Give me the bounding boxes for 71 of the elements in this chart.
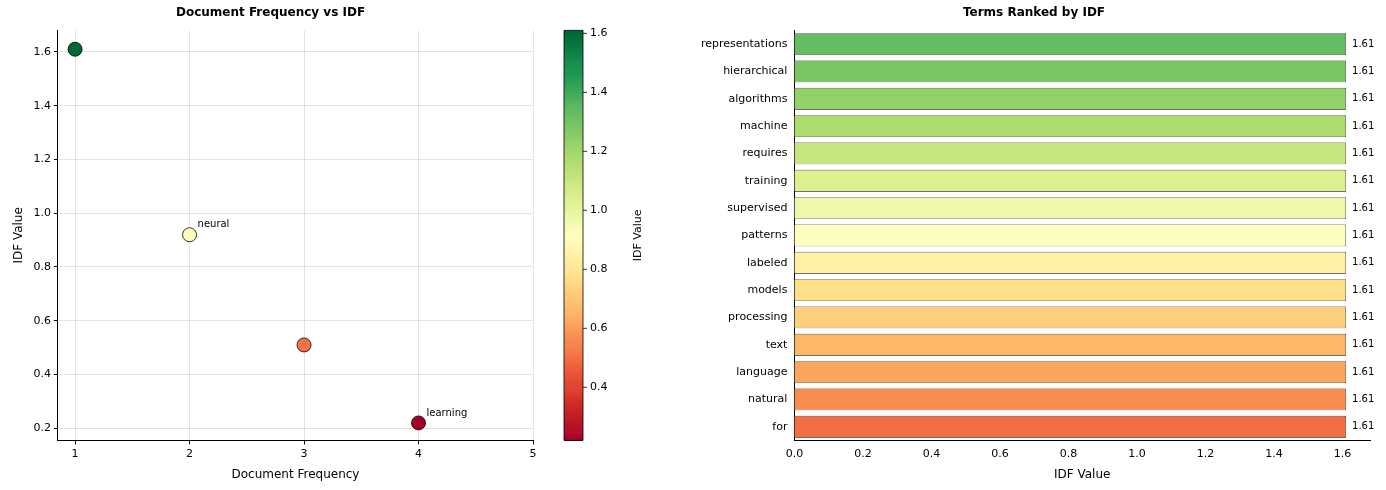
color-bar-label: 0.8	[590, 262, 608, 276]
y-tick-label: labeled	[747, 255, 788, 269]
x-tick-label: 4	[415, 446, 423, 460]
color-bar-label: 1.2	[590, 144, 608, 158]
x-tick-label: 1.0	[1128, 446, 1146, 460]
data-label: 1.61	[1352, 310, 1375, 322]
y-tick-label: supervised	[727, 200, 788, 214]
x-axis-title: Document Frequency	[231, 466, 360, 481]
y-tick-label: for	[772, 419, 788, 433]
y-tick-label: text	[765, 337, 789, 351]
x-tick-label: 0.8	[1059, 446, 1078, 460]
color-bar-label: 0.6	[590, 321, 608, 335]
x-tick-label: 2	[186, 446, 194, 460]
y-tick-label: processing	[728, 310, 788, 324]
point	[411, 415, 426, 431]
x-tick-label: 0.2	[854, 446, 872, 460]
data-label: 1.61	[1352, 392, 1375, 404]
x-tick-label: 1	[71, 446, 79, 460]
y-tick-label: requires	[742, 146, 788, 160]
y-axis-title: IDF Value	[11, 207, 26, 264]
y-tick-label: 1.6	[33, 44, 51, 58]
color-bar-label: 1.0	[590, 203, 608, 217]
y-tick-label: 0.2	[33, 421, 51, 435]
data-label: 1.61	[1352, 283, 1375, 295]
data-label: 1.61	[1352, 174, 1375, 186]
y-tick-label: training	[744, 173, 788, 187]
x-tick-label: 1.4	[1265, 446, 1283, 460]
y-tick-label: 1.2	[33, 152, 51, 166]
color-bar-label: 1.4	[590, 85, 608, 99]
x-tick-label: 1.6	[1333, 446, 1352, 460]
y-tick-label: 0.4	[33, 367, 51, 381]
y-tick-label: algorithms	[728, 91, 788, 105]
data-label: 1.61	[1352, 37, 1375, 49]
y-tick-label: 0.8	[33, 259, 51, 273]
color-bar-title: IDF Value	[630, 209, 644, 262]
color-bar-label: 1.6	[590, 26, 608, 40]
chart-title: Document Frequency vs IDF	[175, 5, 366, 20]
x-tick-label: 0.4	[922, 446, 941, 460]
x-tick-label: 3	[300, 446, 308, 460]
y-tick-label: language	[736, 364, 788, 378]
y-tick-label: 0.6	[33, 313, 51, 327]
data-label: 1.61	[1352, 256, 1375, 268]
point	[296, 337, 312, 353]
data-label: 1.61	[1352, 420, 1375, 432]
data-label: 1.61	[1352, 92, 1375, 104]
data-label: 1.61	[1352, 201, 1375, 213]
x-tick-label: 1.2	[1196, 446, 1215, 460]
y-tick-label: natural	[748, 392, 788, 406]
y-tick-label: 1.4	[33, 98, 51, 112]
y-tick-label: machine	[740, 118, 788, 132]
data-label: 1.61	[1352, 228, 1375, 240]
data-label: 1.61	[1352, 338, 1375, 350]
x-axis-title: IDF Value	[1053, 466, 1111, 481]
annotation: learning	[426, 406, 468, 418]
data-label: 1.61	[1352, 146, 1375, 158]
y-tick-label: models	[747, 282, 788, 296]
y-tick-label: representations	[701, 36, 788, 50]
y-tick-label: 1.0	[33, 206, 51, 220]
point	[67, 41, 83, 57]
y-tick-label: patterns	[741, 228, 788, 242]
annotation: neural	[197, 218, 230, 230]
data-label: 1.61	[1352, 119, 1375, 131]
x-tick-label: 0.0	[785, 446, 804, 460]
chart-title: Terms Ranked by IDF	[962, 5, 1106, 20]
x-tick-label: 0.6	[991, 446, 1009, 460]
data-label: 1.61	[1352, 64, 1375, 76]
data-label: 1.61	[1352, 365, 1375, 377]
point	[182, 227, 197, 243]
y-tick-label: hierarchical	[723, 64, 788, 78]
color-bar-label: 0.4	[590, 380, 608, 394]
x-tick-label: 5	[529, 446, 537, 460]
